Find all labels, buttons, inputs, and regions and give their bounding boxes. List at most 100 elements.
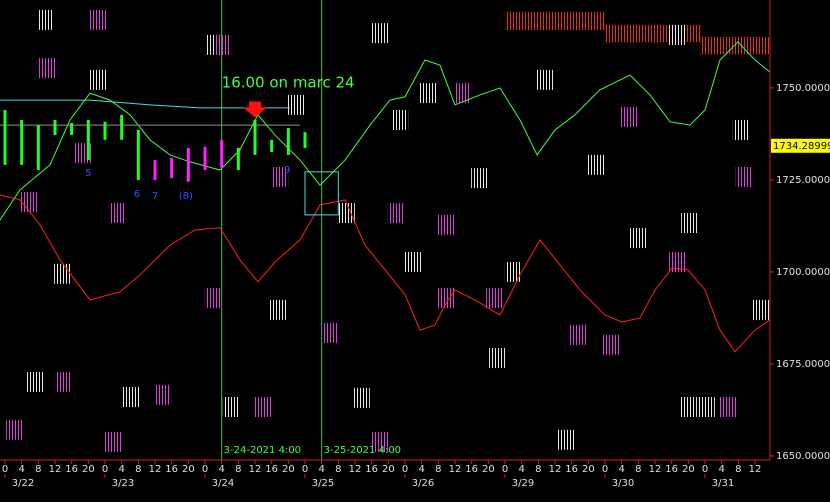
hatch-block xyxy=(404,252,422,273)
x-tick-label: 12 xyxy=(549,464,562,475)
hatch-block xyxy=(629,228,647,249)
zone xyxy=(504,11,606,31)
hatch-block xyxy=(752,299,769,320)
series-line xyxy=(0,194,770,353)
day-label: 3/23 xyxy=(112,478,134,489)
x-tick-label: 8 xyxy=(235,464,241,475)
x-tick-label: 16 xyxy=(665,464,678,475)
x-tick-label: 4 xyxy=(518,464,524,475)
x-tick-label: 16 xyxy=(265,464,278,475)
current-price-box xyxy=(771,138,830,153)
x-tick-label: 4 xyxy=(418,464,424,475)
x-tick-label: 20 xyxy=(82,464,95,475)
hatch-block xyxy=(391,109,409,130)
current-price-label: 1734.28999 xyxy=(773,141,830,152)
x-tick-label: 20 xyxy=(582,464,595,475)
hatch-block xyxy=(537,69,554,90)
hatch-block xyxy=(681,213,699,234)
hatch-block xyxy=(471,168,489,189)
hatch-block xyxy=(387,203,405,224)
x-tick-label: 12 xyxy=(149,464,162,475)
x-tick-label: 8 xyxy=(35,464,41,475)
hatch-block xyxy=(602,334,620,355)
hatch-block xyxy=(437,214,455,235)
hatch-block xyxy=(372,431,389,452)
hatch-block xyxy=(254,397,272,418)
day-label: 3/24 xyxy=(212,478,234,489)
hatch-block xyxy=(669,252,687,273)
x-tick-label: 0 xyxy=(702,464,708,475)
hatch-block xyxy=(154,384,172,405)
hatch-block xyxy=(54,263,72,284)
series-line xyxy=(0,99,290,109)
hatch-block xyxy=(419,83,437,104)
x-tick-label: 20 xyxy=(282,464,295,475)
hatch-block xyxy=(697,397,715,418)
hatch-block xyxy=(732,119,750,140)
x-tick-label: 4 xyxy=(318,464,324,475)
x-tick-label: 16 xyxy=(465,464,478,475)
x-tick-label: 0 xyxy=(602,464,608,475)
highlight-box xyxy=(304,171,339,216)
hatch-block xyxy=(39,58,57,79)
x-tick-label: 12 xyxy=(49,464,62,475)
hatch-block xyxy=(271,167,289,188)
hatch-block xyxy=(486,288,504,309)
hatch-block xyxy=(352,387,370,408)
x-tick-label: 12 xyxy=(649,464,662,475)
wave-label: 9 xyxy=(284,165,290,176)
x-tick-label: 4 xyxy=(618,464,624,475)
day-label: 3/31 xyxy=(712,478,734,489)
x-tick-label: 4 xyxy=(218,464,224,475)
x-tick-label: 8 xyxy=(335,464,341,475)
hatch-block xyxy=(204,288,222,309)
x-tick-label: 8 xyxy=(635,464,641,475)
hatch-block xyxy=(222,397,240,418)
hatch-block xyxy=(337,203,355,224)
x-tick-label: 12 xyxy=(349,464,362,475)
hatch-block xyxy=(679,397,697,418)
day-label: 3/30 xyxy=(612,478,634,489)
hatch-block xyxy=(504,261,522,282)
x-tick-label: 16 xyxy=(365,464,378,475)
hatch-block xyxy=(269,299,287,320)
x-tick-label: 4 xyxy=(18,464,24,475)
x-tick-label: 4 xyxy=(718,464,724,475)
x-tick-label: 8 xyxy=(535,464,541,475)
zone xyxy=(699,36,770,55)
x-tick-label: 0 xyxy=(202,464,208,475)
x-tick-label: 8 xyxy=(735,464,741,475)
vertical-line-label: 3-24-2021 4:00 xyxy=(224,445,301,456)
x-tick-label: 4 xyxy=(118,464,124,475)
hatch-block xyxy=(89,9,107,30)
hatch-block xyxy=(669,24,687,45)
day-label: 3/25 xyxy=(312,478,334,489)
wave-label: 6 xyxy=(134,189,140,200)
hatch-block xyxy=(437,288,454,309)
annotation-arrow xyxy=(243,101,267,118)
x-tick-label: 16 xyxy=(65,464,78,475)
hatch-block xyxy=(372,23,389,44)
hatch-block xyxy=(587,154,604,175)
hatch-block xyxy=(54,371,72,392)
x-tick-label: 0 xyxy=(502,464,508,475)
hatch-block xyxy=(287,94,305,115)
hatch-block xyxy=(569,324,587,345)
annotation: 16.00 on marc 24 xyxy=(222,73,355,91)
x-tick-label: 8 xyxy=(135,464,141,475)
hatch-block xyxy=(557,429,575,450)
hatch-block xyxy=(26,371,44,392)
x-tick-label: 0 xyxy=(402,464,408,475)
series-line xyxy=(0,41,770,221)
hatch-block xyxy=(719,397,737,418)
x-tick-label: 16 xyxy=(165,464,178,475)
vertical-line-label: 3-25-2021 4:00 xyxy=(324,445,401,456)
wave-label: (8) xyxy=(179,191,193,202)
